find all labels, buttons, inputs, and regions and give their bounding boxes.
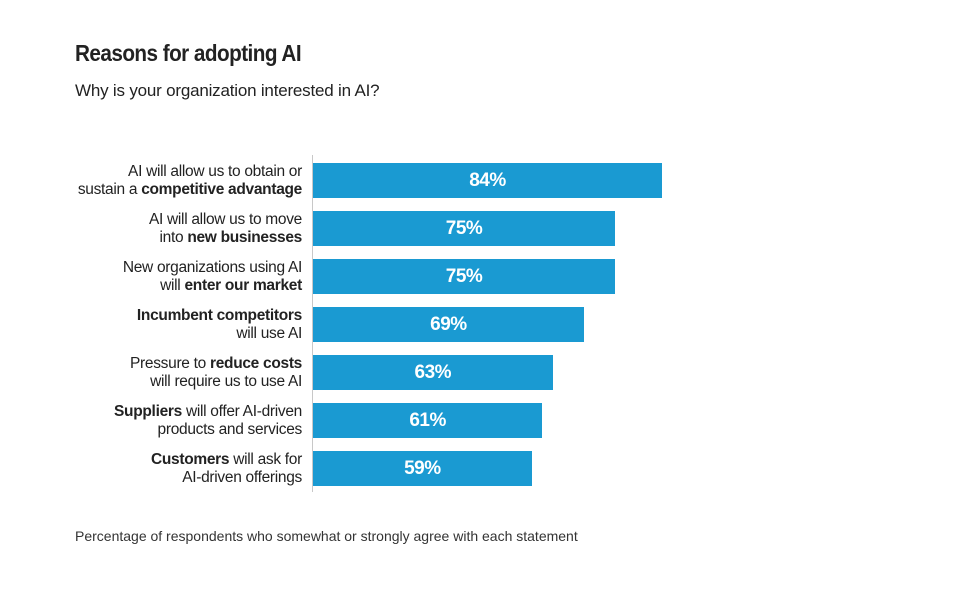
category-label-segment: sustain a [77,181,142,198]
chart-title: Reasons for adopting AI [75,40,302,66]
category-label-segment: will use AI [236,325,302,342]
bar [313,259,616,294]
bar [313,355,553,390]
category-label: Suppliers will offer AI-driven products a… [42,403,302,439]
value-label: 63% [414,362,452,383]
category-label-segment: AI will allow us to move [148,211,302,228]
category-label-segment: Suppliers [114,403,182,420]
category-label-segment: competitive advantage [141,181,302,198]
category-label-line: Customers will ask for [42,451,302,469]
chart-footnote: Percentage of respondents who somewhat o… [75,528,578,544]
category-label-segment: AI will allow us to obtain or [128,163,302,180]
category-label-line: Pressure to reduce costs [42,355,302,373]
category-label: AI will allow us to obtain or sustain a c… [42,163,302,199]
category-label-line: AI will allow us to move [42,211,302,229]
category-label-line: into new businesses [42,229,303,247]
category-label-segment: will offer AI-driven [181,403,302,420]
category-label-line: will use AI [42,325,302,343]
category-label-segment: will require us to use AI [150,373,302,390]
category-label-line: will require us to use AI [42,373,302,391]
category-label-segment: Customers [150,451,230,468]
value-label: 75% [445,218,483,239]
category-label-line: AI-driven offerings [42,469,302,487]
category-label: New organizations using AI will enter our… [42,259,302,295]
category-label-segment: products and services [157,421,303,438]
bar [313,211,616,246]
category-label-line: products and services [42,421,303,439]
category-label-segment: enter our market [184,277,302,294]
category-label-segment: Incumbent competitors [136,307,302,324]
category-label: AI will allow us to move into new busines… [42,211,302,247]
chart-subtitle: Why is your organization interested in A… [75,81,380,100]
category-label-segment: AI-driven offerings [182,469,302,486]
category-label-line: Incumbent competitors [42,307,302,325]
category-label: Customers will ask for AI-driven offering… [42,451,302,487]
category-label: Incumbent competitors will use AI [42,307,302,343]
value-label: 84% [469,170,506,191]
value-label: 69% [430,314,467,335]
bar [313,403,543,438]
value-label: 59% [404,458,441,479]
category-label-line: Suppliers will offer AI-driven [42,403,302,421]
category-label-segment: into [159,229,188,246]
category-label-segment: reduce costs [209,355,302,372]
category-label-segment: Pressure to [130,355,210,372]
category-label-line: sustain a competitive advantage [42,181,302,199]
axis-line [312,155,313,492]
category-label-line: New organizations using AI [42,259,302,277]
bar [313,451,532,486]
category-label-segment: will [160,277,185,294]
value-label: 61% [409,410,446,431]
category-label-segment: will ask for [229,451,302,468]
bar [313,163,662,198]
value-label: 75% [445,266,483,287]
category-label-line: will enter our market [42,277,302,295]
bar [313,307,584,342]
category-label-segment: new businesses [187,229,302,246]
category-label: Pressure to reduce costs will require us … [42,355,302,391]
category-label-segment: New organizations using AI [122,259,302,276]
category-label-line: AI will allow us to obtain or [42,163,302,181]
